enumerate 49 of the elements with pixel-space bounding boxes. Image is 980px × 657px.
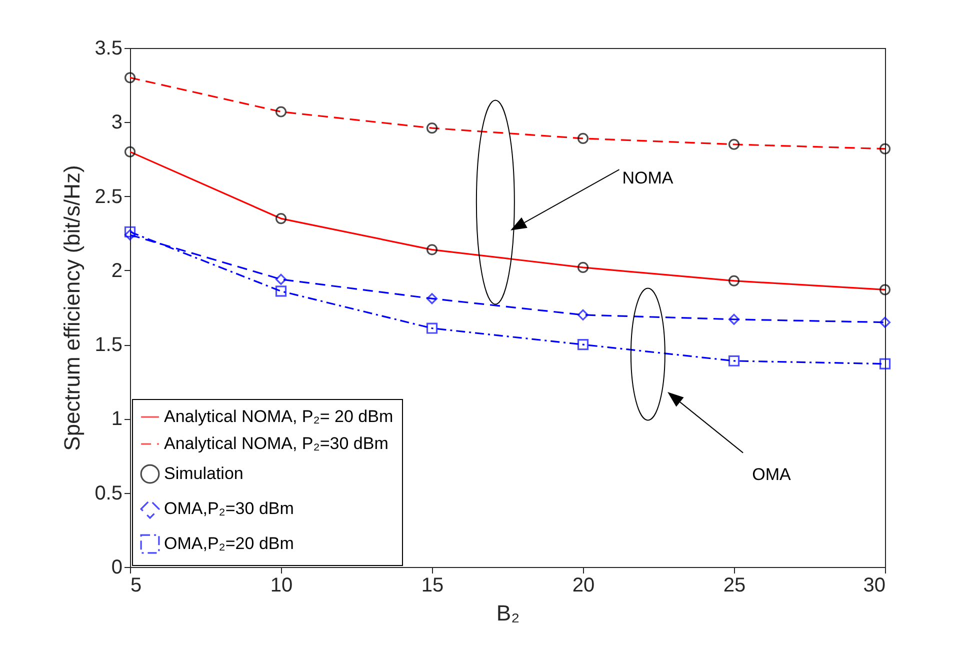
point	[426, 244, 438, 256]
legend-label: Analytical NOMA, P₂=30 dBm	[164, 434, 388, 453]
point	[275, 274, 287, 285]
point	[879, 316, 891, 328]
line-series	[130, 76, 885, 150]
point	[275, 106, 287, 118]
x-tick-label: 10	[270, 574, 293, 596]
x-tick-label: 20	[572, 574, 595, 596]
point	[426, 122, 438, 134]
point	[275, 212, 287, 224]
point	[275, 286, 287, 297]
point	[879, 143, 891, 154]
x-tick-label: 5	[130, 574, 142, 596]
point	[728, 138, 740, 150]
y-tick-label: 3	[111, 112, 122, 134]
point	[577, 262, 589, 273]
y-tick-label: 1	[111, 408, 122, 430]
point	[728, 275, 740, 286]
point	[577, 309, 589, 320]
point	[879, 284, 891, 296]
x-axis-title: B₂	[496, 600, 520, 626]
y-tick-label: 0	[111, 556, 122, 578]
point	[124, 146, 136, 158]
legend-label: OMA,P₂=20 dBm	[164, 534, 294, 553]
point	[728, 314, 740, 325]
x-tick-label: 25	[723, 574, 746, 596]
annotation: NOMA	[622, 168, 674, 188]
legend-label: OMA,P₂=30 dBm	[164, 499, 294, 518]
point	[879, 358, 891, 370]
point	[728, 355, 740, 366]
x-tick-label: 15	[421, 574, 444, 596]
x-tick-label: 30	[863, 574, 886, 596]
legend-label: Analytical NOMA, P₂= 20 dBm	[164, 407, 394, 426]
point	[124, 229, 136, 240]
point	[426, 322, 438, 334]
y-axis-title: Spectrum efficiency (bit/s/Hz)	[60, 165, 85, 451]
point	[426, 293, 438, 304]
y-tick-label: 1.5	[94, 334, 122, 356]
y-tick-label: 0.5	[94, 482, 122, 504]
point	[124, 226, 136, 238]
y-tick-label: 2.5	[94, 186, 122, 208]
legend-label: Simulation	[164, 464, 244, 483]
point	[577, 339, 589, 350]
point	[124, 72, 136, 84]
line-series	[130, 151, 885, 291]
y-tick-label: 3.5	[94, 38, 122, 60]
y-tick-label: 2	[111, 260, 122, 282]
point	[577, 132, 589, 144]
annotation: OMA	[752, 465, 792, 484]
